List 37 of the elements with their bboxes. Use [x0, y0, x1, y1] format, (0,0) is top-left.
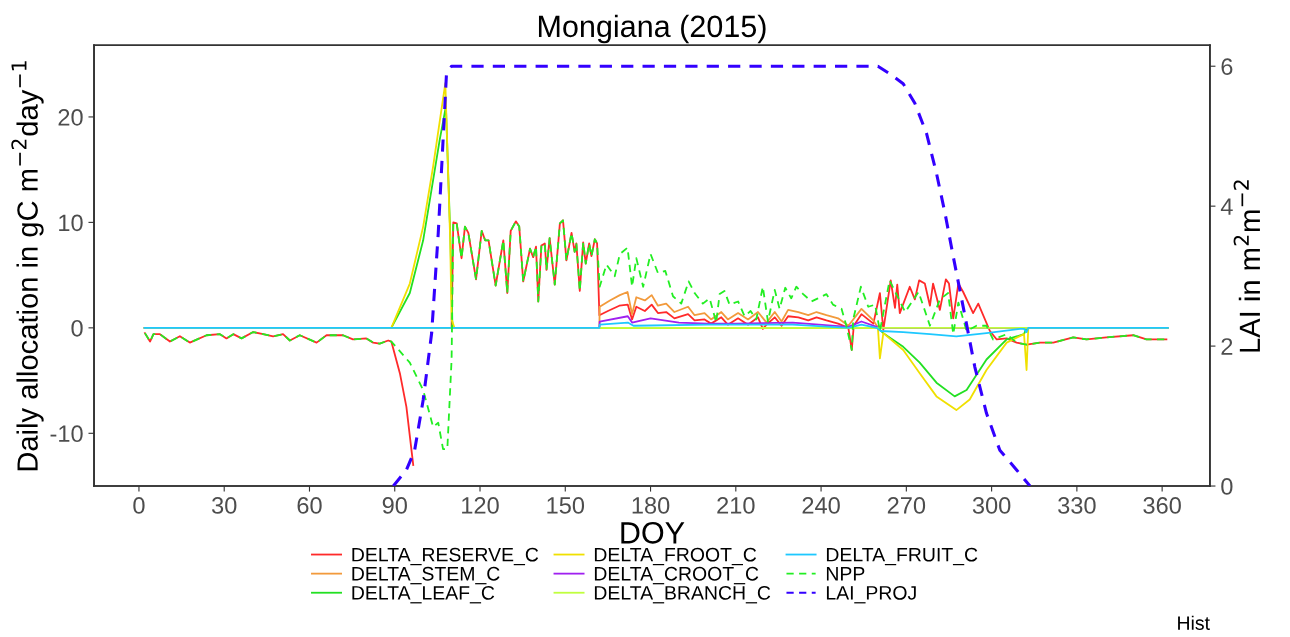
legend-label: NPP: [826, 567, 865, 581]
x-tick-label: 60: [297, 497, 322, 514]
x-axis-title: DOY: [621, 522, 685, 544]
line-series: [391, 64, 1032, 487]
x-tick-label: 330: [1058, 497, 1096, 514]
y-tick-label: 20: [58, 109, 83, 126]
legend-label: DELTA_LEAF_C: [352, 585, 495, 604]
x-tick-label: 210: [717, 497, 755, 514]
x-tick-label: 120: [462, 497, 499, 514]
x-tick-label: 150: [547, 497, 585, 514]
y2-tick-label: 6: [1221, 58, 1233, 76]
y-axis-title: Daily allocation in gC m$^{−2}$day$^{−1}$: [11, 61, 44, 471]
legend-label: DELTA_FROOT_C: [594, 547, 757, 566]
x-tick-label: 360: [1143, 497, 1181, 514]
legend-label: DELTA_CROOT_C: [594, 566, 759, 585]
legend-label: DELTA_RESERVE_C: [352, 547, 539, 566]
x-tick-label: 270: [887, 497, 926, 514]
x-tick-label: 300: [972, 497, 1011, 514]
y-tick-label: 10: [59, 214, 83, 232]
text: Hist: [1178, 615, 1210, 630]
y-tick-label: 0: [71, 319, 83, 337]
x-tick-label: 240: [802, 497, 840, 514]
legend-label: LAI_PROJ: [826, 585, 916, 604]
x-tick-label: 180: [632, 497, 670, 514]
y2-tick-label: 4: [1220, 198, 1233, 215]
x-tick-label: 90: [382, 497, 407, 514]
x-tick-label: 30: [211, 497, 237, 514]
y-tick-label: -10: [50, 425, 83, 443]
legend-label: DELTA_BRANCH_C: [594, 585, 771, 604]
chart-title: Mongiana (2015): [538, 14, 766, 44]
line-series: [143, 321, 1169, 338]
y2-axis-title: LAI in m$^{2}$m$^{−2}$: [1233, 180, 1260, 352]
x-tick-label: 0: [133, 497, 145, 514]
legend-label: DELTA_FRUIT_C: [826, 547, 978, 566]
legend-label: DELTA_STEM_C: [352, 566, 500, 585]
y2-tick-label: 2: [1221, 338, 1233, 355]
y2-tick-label: 0: [1221, 478, 1233, 495]
